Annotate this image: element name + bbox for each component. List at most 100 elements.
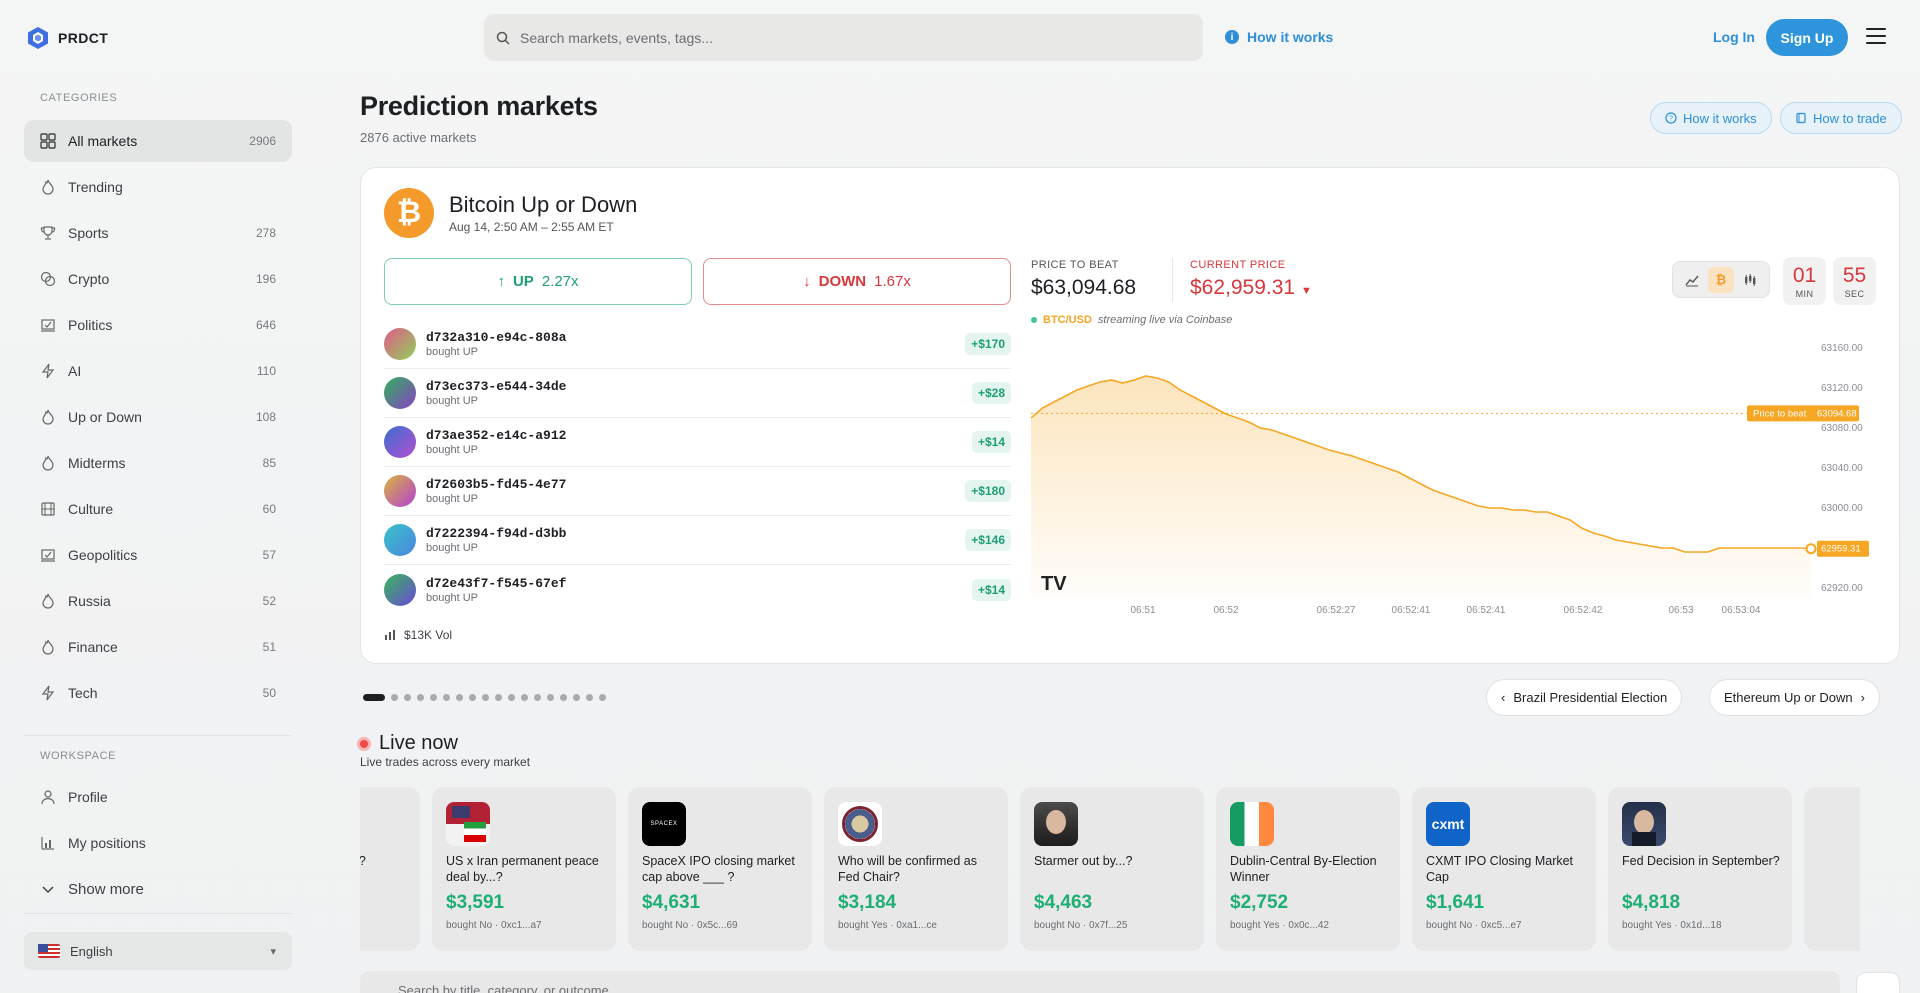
login-button[interactable]: Log In [1713,29,1755,45]
carousel-dot[interactable] [469,694,476,701]
signup-button[interactable]: Sign Up [1766,19,1848,56]
live-trade-card[interactable]: Dublin-Central By-Election Winner $2,752 b… [1216,787,1400,951]
spacex-logo: SPACEX [642,802,686,846]
sidebar-item-label: Politics [68,317,113,333]
trade-meta: bought No · 0xc5...e7 [1426,920,1522,931]
trade-amount: +$14 [971,578,1011,601]
live-trade-card[interactable]: SPACEX SpaceX IPO closing market cap abov… [628,787,812,951]
sidebar-item-politics[interactable]: Politics 646 [24,304,292,346]
down-button[interactable]: ↓ DOWN 1.67x [703,258,1011,305]
trader-id: d72e43f7-f545-67ef [426,575,567,591]
live-now-title: Live now [379,732,458,754]
market-title[interactable]: Bitcoin Up or Down [449,192,638,217]
carousel-dot[interactable] [430,694,437,701]
trade-row[interactable]: d72603b5-fd45-4e77 bought UP +$180 [384,467,1011,516]
filter-button[interactable] [1856,972,1900,993]
how-it-works-button[interactable]: ? How it works [1650,102,1772,134]
sidebar-item-russia[interactable]: Russia 52 [24,580,292,622]
up-button[interactable]: ↑ UP 2.27x [384,258,692,305]
language-select[interactable]: English ▾ [24,932,292,970]
price-area [1031,376,1811,598]
carousel-dot[interactable] [363,694,385,701]
sidebar-item-all-markets[interactable]: All markets 2906 [24,120,292,162]
search-input[interactable] [520,29,1120,46]
sidebar-item-label: Geopolitics [68,547,138,563]
live-trade-card[interactable]: US x Iran permanent peace deal by...? $3,… [432,787,616,951]
sidebar-item-label: Finance [68,639,118,655]
live-trade-card[interactable]: Starmer out by...? $4,463 bought No · 0x7f… [1020,787,1204,951]
carousel-dot[interactable] [404,694,411,701]
carousel-dot[interactable] [560,694,567,701]
ballot-icon [41,319,55,332]
workspace-heading: WORKSPACE [40,750,117,762]
sidebar-item-count: 52 [262,594,276,608]
live-trade-card[interactable]: cxmt CXMT IPO Closing Market Cap $1,641 bou… [1412,787,1596,951]
trade-amount: $3,184 [838,892,897,913]
sidebar-item-label: Profile [68,789,108,805]
sidebar-item-show-more[interactable]: Show more [24,868,292,910]
carousel-dot[interactable] [547,694,554,701]
market-thumbnail: SPACEX [642,802,686,846]
y-tick-label: 62920.00 [1821,583,1863,594]
bitcoin-view-button[interactable]: ₿ [1707,266,1734,293]
sidebar-item-crypto[interactable]: Crypto 196 [24,258,292,300]
carousel-dot[interactable] [508,694,515,701]
carousel-dot[interactable] [534,694,541,701]
live-trade-card[interactable]: …ade Opus … by...?…0x88...34 [360,787,420,951]
price-to-beat-badge-label: Price to beat [1753,408,1807,419]
live-trade-card[interactable] [1804,787,1860,951]
language-label: English [70,943,113,959]
down-label: DOWN [818,273,867,290]
trade-info: d73ae352-e14c-a912 bought UP [426,428,566,456]
sidebar-item-ai[interactable]: AI 110 [24,350,292,392]
avatar [384,328,416,360]
chevron-left-icon: ‹ [1501,690,1506,705]
sidebar-item-geopolitics[interactable]: Geopolitics 57 [24,534,292,576]
sidebar-item-finance[interactable]: Finance 51 [24,626,292,668]
carousel-dot[interactable] [573,694,580,701]
search-bar[interactable] [484,14,1203,61]
sidebar-item-culture[interactable]: Culture 60 [24,488,292,530]
filter-search-input[interactable]: Search by title, category, or outcome [360,971,1840,993]
hamburger-menu-icon[interactable] [1866,28,1886,44]
trade-row[interactable]: d73ec373-e544-34de bought UP +$28 [384,369,1011,418]
how-to-trade-button[interactable]: How to trade [1780,102,1902,134]
sidebar-item-profile[interactable]: Profile [24,776,292,818]
carousel-dot[interactable] [521,694,528,701]
bolt-icon [41,685,55,701]
trade-row[interactable]: d73ae352-e14c-a912 bought UP +$14 [384,418,1011,467]
volume-label: $13K Vol [404,628,453,642]
timer-sec-value: 55 [1842,263,1867,287]
carousel-dot[interactable] [482,694,489,701]
candlestick-view-button[interactable] [1737,267,1763,293]
trade-row[interactable]: d72e43f7-f545-67ef bought UP +$14 [384,565,1011,614]
live-trade-card[interactable]: Fed Decision in September? $4,818 bought Y… [1608,787,1792,951]
carousel-dot[interactable] [599,694,606,701]
avatar [384,426,416,458]
logo[interactable]: PRDCT [26,26,108,50]
next-market-button[interactable]: Ethereum Up or Down › [1709,679,1880,716]
market-thumbnail [1230,802,1274,846]
price-chart[interactable]: 63160.00 63120.00 63080.00 63040.00 63000.00… [1031,338,1891,638]
prev-market-button[interactable]: ‹ Brazil Presidential Election [1486,679,1683,716]
sidebar-item-up-or-down[interactable]: Up or Down 108 [24,396,292,438]
line-chart-view-button[interactable] [1679,267,1705,293]
carousel-dot[interactable] [456,694,463,701]
trade-row[interactable]: d732a310-e94c-808a bought UP +$170 [384,320,1011,369]
carousel-dot[interactable] [443,694,450,701]
carousel-dot[interactable] [391,694,398,701]
sidebar-item-tech[interactable]: Tech 50 [24,672,292,714]
current-price-badge: 62959.31 [1817,540,1869,557]
how-it-works-link[interactable]: i How it works [1225,29,1333,45]
trade-action: bought UP [426,346,478,358]
carousel-dot[interactable] [417,694,424,701]
trade-row[interactable]: d7222394-f94d-d3bb bought UP +$146 [384,516,1011,565]
sidebar-item-trending[interactable]: Trending [24,166,292,208]
carousel-dot[interactable] [586,694,593,701]
sidebar-item-my-positions[interactable]: My positions [24,822,292,864]
sidebar-item-midterms[interactable]: Midterms 85 [24,442,292,484]
x-tick-label: 06:52:42 [1564,605,1603,616]
carousel-dot[interactable] [495,694,502,701]
sidebar-item-sports[interactable]: Sports 278 [24,212,292,254]
live-trade-card[interactable]: Who will be confirmed as Fed Chair? $3,18… [824,787,1008,951]
